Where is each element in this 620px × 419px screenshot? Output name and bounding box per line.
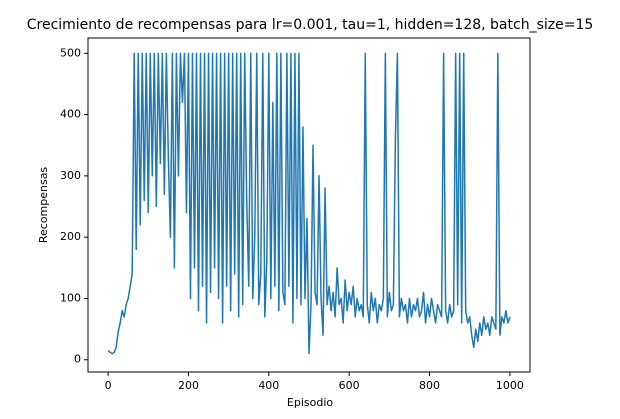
y-tick-label: 0 <box>74 353 81 366</box>
x-tick-label: 600 <box>339 379 360 392</box>
plot-frame <box>87 37 531 373</box>
x-tick-label: 1000 <box>496 379 524 392</box>
y-tick-label: 300 <box>60 169 81 182</box>
y-tick-label: 400 <box>60 108 81 121</box>
y-axis-label: Recompensas <box>37 167 50 244</box>
y-tick-label: 100 <box>60 291 81 304</box>
x-tick-label: 400 <box>258 379 279 392</box>
x-axis-label: Episodio <box>287 396 333 409</box>
y-tick-label: 500 <box>60 46 81 59</box>
y-tick-label: 200 <box>60 230 81 243</box>
chart-title: Crecimiento de recompensas para lr=0.001… <box>27 17 594 33</box>
x-tick-label: 0 <box>105 379 112 392</box>
data-line <box>107 52 511 355</box>
x-tick-label: 200 <box>178 379 199 392</box>
x-tick-label: 800 <box>419 379 440 392</box>
